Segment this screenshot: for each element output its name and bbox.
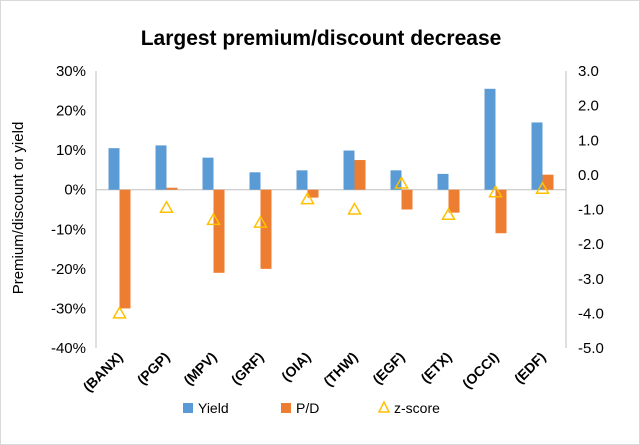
- bar-yield: [249, 172, 261, 190]
- bar-yield: [437, 173, 449, 190]
- y-axis-title: Premium/discount or yield: [10, 122, 27, 295]
- marker-z-score: [253, 215, 268, 228]
- marker-z-score: [441, 207, 456, 220]
- y-tick-label: -40%: [51, 340, 86, 357]
- bar-yield: [155, 145, 167, 190]
- plot-area: -40% -30% -20% -10% 0% 10% 20% 30% -5.0 -4.0 -3.0 -…: [51, 63, 604, 395]
- y-tick-label: -20%: [51, 261, 86, 278]
- bar-yield: [108, 148, 120, 190]
- bar-p-d: [307, 189, 319, 198]
- marker-z-score: [394, 176, 409, 189]
- y2-tick-label: -5.0: [578, 340, 604, 357]
- y2-tick-label: -2.0: [578, 236, 604, 253]
- bar-yield: [531, 122, 543, 190]
- y-tick-label: -30%: [51, 300, 86, 317]
- y2-tick-label: -1.0: [578, 202, 604, 219]
- legend: Yield P/D z-score: [183, 400, 440, 416]
- legend-label-z-score: z-score: [394, 400, 440, 416]
- x-tick-label: (PGP): [134, 349, 173, 388]
- marker-z-score: [206, 212, 221, 226]
- marker-z-score: [347, 201, 362, 215]
- x-tick-label: (EGF): [369, 349, 407, 387]
- bar-p-d: [448, 189, 460, 213]
- bar-p-d: [354, 160, 366, 190]
- y-tick-label: 0%: [64, 182, 86, 199]
- x-tick-label: (EDF): [511, 349, 549, 387]
- legend-swatch-yield: [183, 403, 193, 413]
- x-tick-label: (OCCI): [459, 349, 502, 392]
- bar-p-d: [260, 189, 272, 269]
- x-tick-label: (OIA): [278, 349, 314, 385]
- y2-tick-label: 3.0: [578, 63, 599, 80]
- x-tick-label: (GRF): [228, 349, 267, 388]
- legend-label-yield: Yield: [198, 400, 229, 416]
- x-tick-label: (ETX): [417, 349, 454, 386]
- legend-swatch-p-d: [281, 403, 291, 413]
- y2-tick-label: 0.0: [578, 167, 599, 184]
- legend-label-p-d: P/D: [296, 400, 319, 416]
- x-tick-label: (BANX): [80, 349, 126, 395]
- marker-z-score: [488, 184, 503, 198]
- bar-yield: [484, 88, 496, 190]
- bar-p-d: [401, 189, 413, 210]
- y2-tick-label: 1.0: [578, 132, 599, 149]
- y-tick-label: 20%: [56, 103, 86, 120]
- bar-p-d: [166, 187, 178, 190]
- x-tick-label: (THW): [320, 349, 360, 389]
- bar-p-d: [542, 174, 554, 190]
- y2-tick-label: 2.0: [578, 98, 599, 115]
- marker-z-score: [159, 200, 174, 214]
- y2-tick-label: -4.0: [578, 305, 604, 322]
- y2-tick-label: -3.0: [578, 271, 604, 288]
- marker-z-score: [112, 305, 127, 319]
- legend-swatch-z-score: [377, 400, 391, 413]
- bar-yield: [296, 170, 308, 190]
- y-tick-label: 10%: [56, 142, 86, 159]
- bar-p-d: [495, 189, 507, 234]
- bar-p-d: [119, 189, 131, 309]
- bar-yield: [343, 150, 355, 190]
- marker-z-score: [535, 181, 550, 194]
- bar-yield: [202, 157, 214, 190]
- bar-yield: [390, 170, 402, 190]
- x-tick-label: (MPV): [180, 349, 219, 388]
- y-tick-label: 30%: [56, 63, 86, 80]
- chart-title: Largest premium/discount decrease: [141, 27, 502, 50]
- marker-z-score: [300, 191, 315, 205]
- y-tick-label: -10%: [51, 221, 86, 238]
- bar-p-d: [213, 189, 225, 273]
